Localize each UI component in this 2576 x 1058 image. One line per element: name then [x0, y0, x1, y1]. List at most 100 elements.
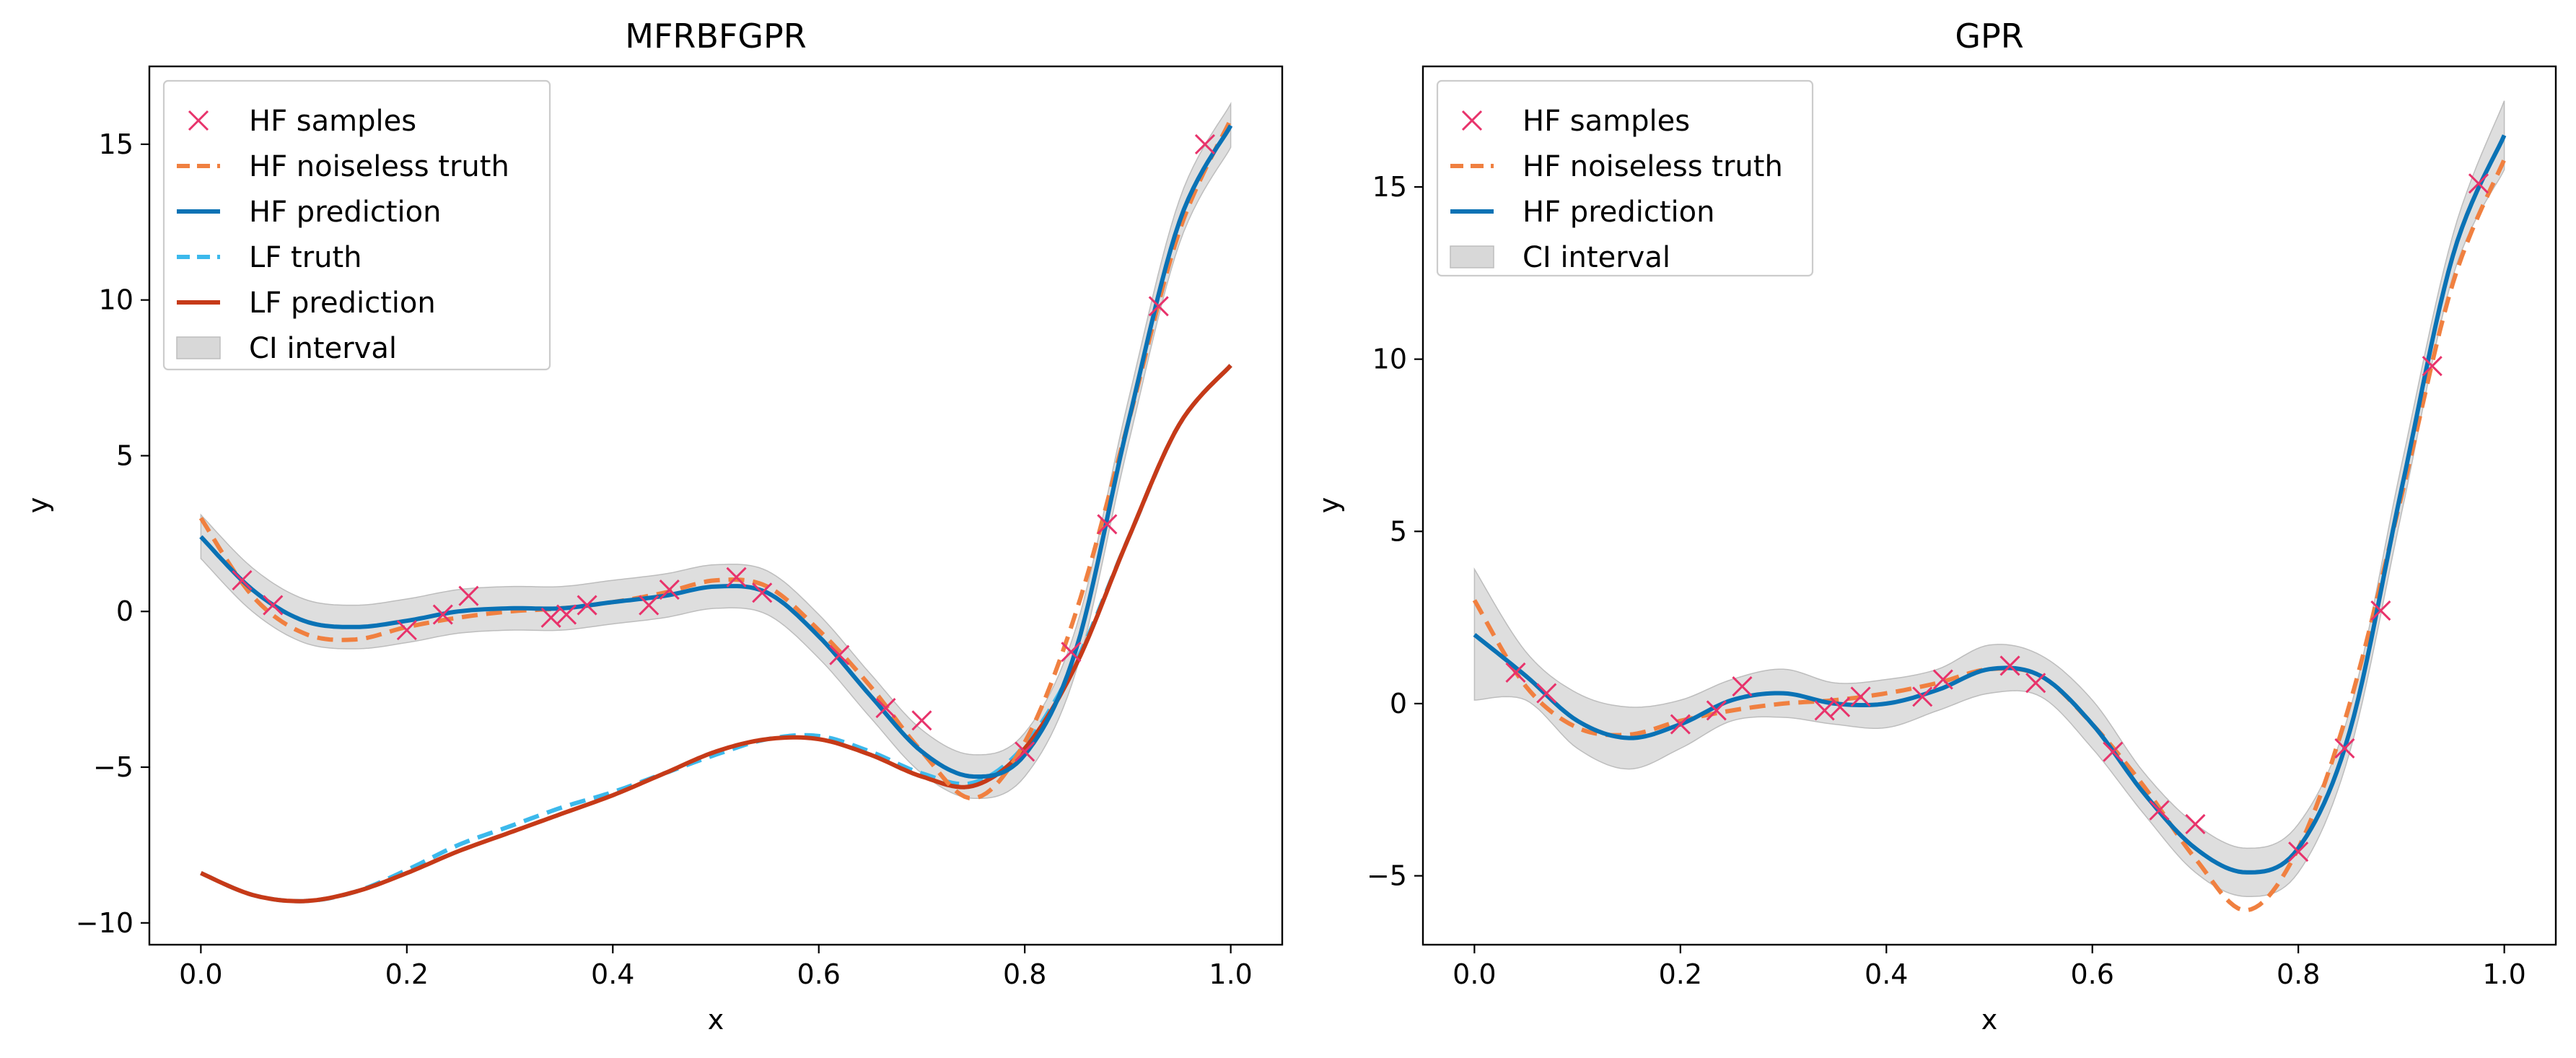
tick-layer: 0.0 0.2 0.4 0.6 0.8 1.0 −5 0 5 10 15 [1367, 171, 2526, 990]
hf-noiseless-truth-line [198, 118, 1233, 801]
hf-sample-point [1061, 642, 1082, 663]
x-tick-label: 1.0 [1209, 958, 1252, 990]
legend: HF samples HF noiseless truth HF predictio… [162, 79, 551, 371]
legend-entry-label: CI interval [1523, 241, 1670, 274]
hf-sample-point [2288, 841, 2309, 862]
hf-sample-point [432, 604, 453, 625]
ci-band [200, 101, 1232, 800]
hf-sample-point [1015, 741, 1035, 762]
hf-sample-point [1505, 662, 1526, 683]
legend-marker [188, 110, 209, 131]
hf-prediction-line [199, 124, 1233, 779]
hf-sample-point [1814, 700, 1835, 721]
legend-entry-label: LF truth [249, 241, 362, 274]
legend-entry-label: LF prediction [249, 287, 436, 320]
hf-sample-point [556, 604, 577, 625]
hf-sample-point [1194, 134, 1216, 154]
hf-noiseless-truth-line [1472, 158, 2507, 913]
hf-sample-point [829, 644, 850, 665]
axes-frame [1421, 65, 2557, 946]
x-tick-label: 0.4 [591, 958, 634, 990]
hf-sample-point [263, 595, 284, 616]
y-tick-label: −5 [1367, 860, 1407, 892]
hf-prediction-line [1473, 134, 2507, 875]
legend-frame [1436, 79, 1814, 277]
hf-sample-point [2149, 800, 2170, 821]
hf-sample-point [1097, 514, 1118, 535]
hf-sample-point [1706, 700, 1727, 721]
hf-sample-point [659, 579, 680, 600]
samples-layer [1505, 173, 2489, 862]
hf-sample-point [2422, 356, 2443, 377]
legend-entry-label: CI interval [249, 332, 397, 365]
y-tick-label: 10 [1372, 344, 1407, 375]
chart-title: MFRBFGPR [625, 17, 806, 56]
hf-sample-point [639, 595, 660, 616]
x-tick-label: 0.8 [2277, 958, 2320, 990]
x-tick-label: 0.0 [179, 958, 222, 990]
hf-sample-point [2370, 600, 2391, 621]
y-tick-label: 0 [116, 595, 133, 627]
x-tick-label: 0.6 [797, 958, 841, 990]
y-tick-label: 5 [1390, 515, 1407, 547]
hf-sample-point [1932, 669, 1953, 690]
x-tick-label: 0.4 [1865, 958, 1908, 990]
legend-frame [162, 79, 551, 371]
tick-layer: 0.0 0.2 0.4 0.6 0.8 1.0 −10 −5 0 5 10 15 [76, 128, 1253, 990]
hf-sample-point [875, 697, 896, 719]
hf-sample-point [396, 620, 417, 641]
chart-title: GPR [1955, 17, 2023, 56]
legend-entry-label: HF prediction [1523, 196, 1714, 229]
ci-band [1473, 100, 2505, 897]
y-tick-label: −10 [76, 907, 133, 939]
axes-frame [148, 65, 1284, 946]
curve-layer [1472, 134, 2507, 913]
ci-band-layer [1473, 100, 2505, 897]
curve-layer [198, 118, 1233, 904]
hf-sample-point [1670, 714, 1691, 735]
hf-sample-point [2103, 741, 2124, 762]
hf-sample-point [752, 582, 773, 603]
hf-sample-point [2185, 813, 2206, 835]
hf-sample-point [1536, 683, 1557, 704]
hf-sample-point [1912, 686, 1933, 707]
legend-marker [1450, 245, 1494, 268]
y-tick-label: −5 [93, 751, 133, 783]
hf-sample-point [458, 585, 479, 606]
hf-sample-point [1829, 696, 1851, 717]
y-axis-label: y [1313, 497, 1345, 514]
hf-sample-point [1850, 686, 1871, 707]
y-tick-label: 0 [1390, 688, 1407, 720]
hf-sample-point [577, 595, 597, 616]
x-tick-label: 1.0 [2482, 958, 2525, 990]
gpr-panel: 0.0 0.2 0.4 0.6 0.8 1.0 −5 0 5 10 15 GPR x y HF sa… [1313, 17, 2557, 1036]
hf-sample-point [1148, 296, 1169, 317]
ci-band-layer [200, 101, 1232, 800]
hf-sample-point [1732, 676, 1753, 697]
x-axis-label: x [1981, 1004, 1998, 1036]
x-tick-label: 0.2 [1659, 958, 1702, 990]
hf-sample-point [911, 710, 932, 731]
x-tick-label: 0.6 [2071, 958, 2114, 990]
y-tick-label: 15 [1372, 171, 1407, 203]
legend-entry-label: HF samples [249, 105, 416, 138]
legend: HF samples HF noiseless truth HF predictio… [1436, 79, 1814, 277]
legend-marker [1461, 110, 1483, 131]
hf-sample-point [726, 567, 747, 587]
mfrbfgpr-panel: 0.0 0.2 0.4 0.6 0.8 1.0 −10 −5 0 5 10 15 MFRBFGPR x… [22, 17, 1284, 1036]
y-axis-label: y [22, 497, 54, 514]
legend-entry-label: HF noiseless truth [249, 150, 509, 183]
legend-entry-label: HF noiseless truth [1523, 150, 1783, 183]
legend-marker [176, 336, 221, 359]
x-tick-label: 0.0 [1453, 958, 1496, 990]
x-axis-label: x [708, 1004, 724, 1036]
hf-sample-point [2468, 173, 2489, 194]
hf-sample-point [1999, 655, 2020, 676]
x-tick-label: 0.8 [1003, 958, 1046, 990]
x-tick-label: 0.2 [385, 958, 429, 990]
y-tick-label: 5 [116, 440, 133, 471]
legend-entry-label: HF samples [1523, 105, 1690, 138]
hf-sample-point [2025, 673, 2046, 694]
samples-layer [232, 134, 1216, 762]
